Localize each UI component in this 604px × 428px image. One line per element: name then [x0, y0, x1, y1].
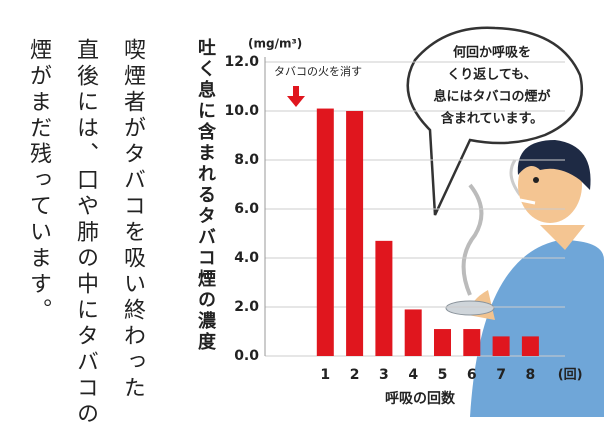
- bar: [375, 241, 392, 356]
- x-tick-label: 7: [496, 367, 506, 383]
- y-tick-label: 12.0: [224, 54, 259, 70]
- bar: [317, 109, 334, 356]
- x-tick-label: 8: [526, 367, 536, 383]
- annotation: タバコの火を消す: [274, 64, 362, 78]
- unit-label: (mg/m³): [248, 37, 302, 51]
- chart: 0.0 2.0 4.0 6.0 8.0 10.0 12.0 (mg/m³) タバコの火を消す 1 2…: [0, 0, 604, 417]
- bar: [346, 111, 363, 356]
- arrow: [287, 86, 305, 107]
- bubble-text: 息にはタバコの煙が: [433, 89, 550, 105]
- x-axis-title: 呼吸の回数: [385, 390, 456, 407]
- x-tick-label: 6: [467, 367, 477, 383]
- bar: [522, 336, 539, 356]
- bubble-text: 何回か呼吸を: [453, 45, 531, 61]
- page: {"text": {"lines": ["喫煙者がタバコを吸い終わった", "直…: [0, 0, 604, 417]
- bar: [493, 336, 510, 356]
- x-tick-label: 4: [408, 367, 418, 383]
- x-unit: (回): [558, 368, 583, 383]
- y-tick-label: 8.0: [234, 152, 259, 168]
- bar: [463, 329, 480, 356]
- y-tick-label: 10.0: [224, 103, 259, 119]
- y-tick-label: 6.0: [234, 201, 259, 217]
- x-tick-label: 1: [320, 367, 330, 383]
- y-tick-label: 2.0: [234, 299, 259, 315]
- x-tick-label: 2: [350, 367, 360, 383]
- body: 喫煙者がタバコを吸い終わった 直後には、口や肺の中にタバコの 煙がまだ残っていま…: [0, 0, 604, 417]
- bar: [434, 329, 451, 356]
- x-tick-label: 5: [438, 367, 448, 383]
- y-tick-label: 4.0: [234, 250, 259, 266]
- bar: [405, 309, 422, 356]
- bubble-text: 含まれています。: [440, 111, 543, 127]
- x-tick-label: 3: [379, 367, 389, 383]
- bubble-text: くり返しても、: [447, 68, 537, 83]
- y-tick-label: 0.0: [234, 348, 259, 364]
